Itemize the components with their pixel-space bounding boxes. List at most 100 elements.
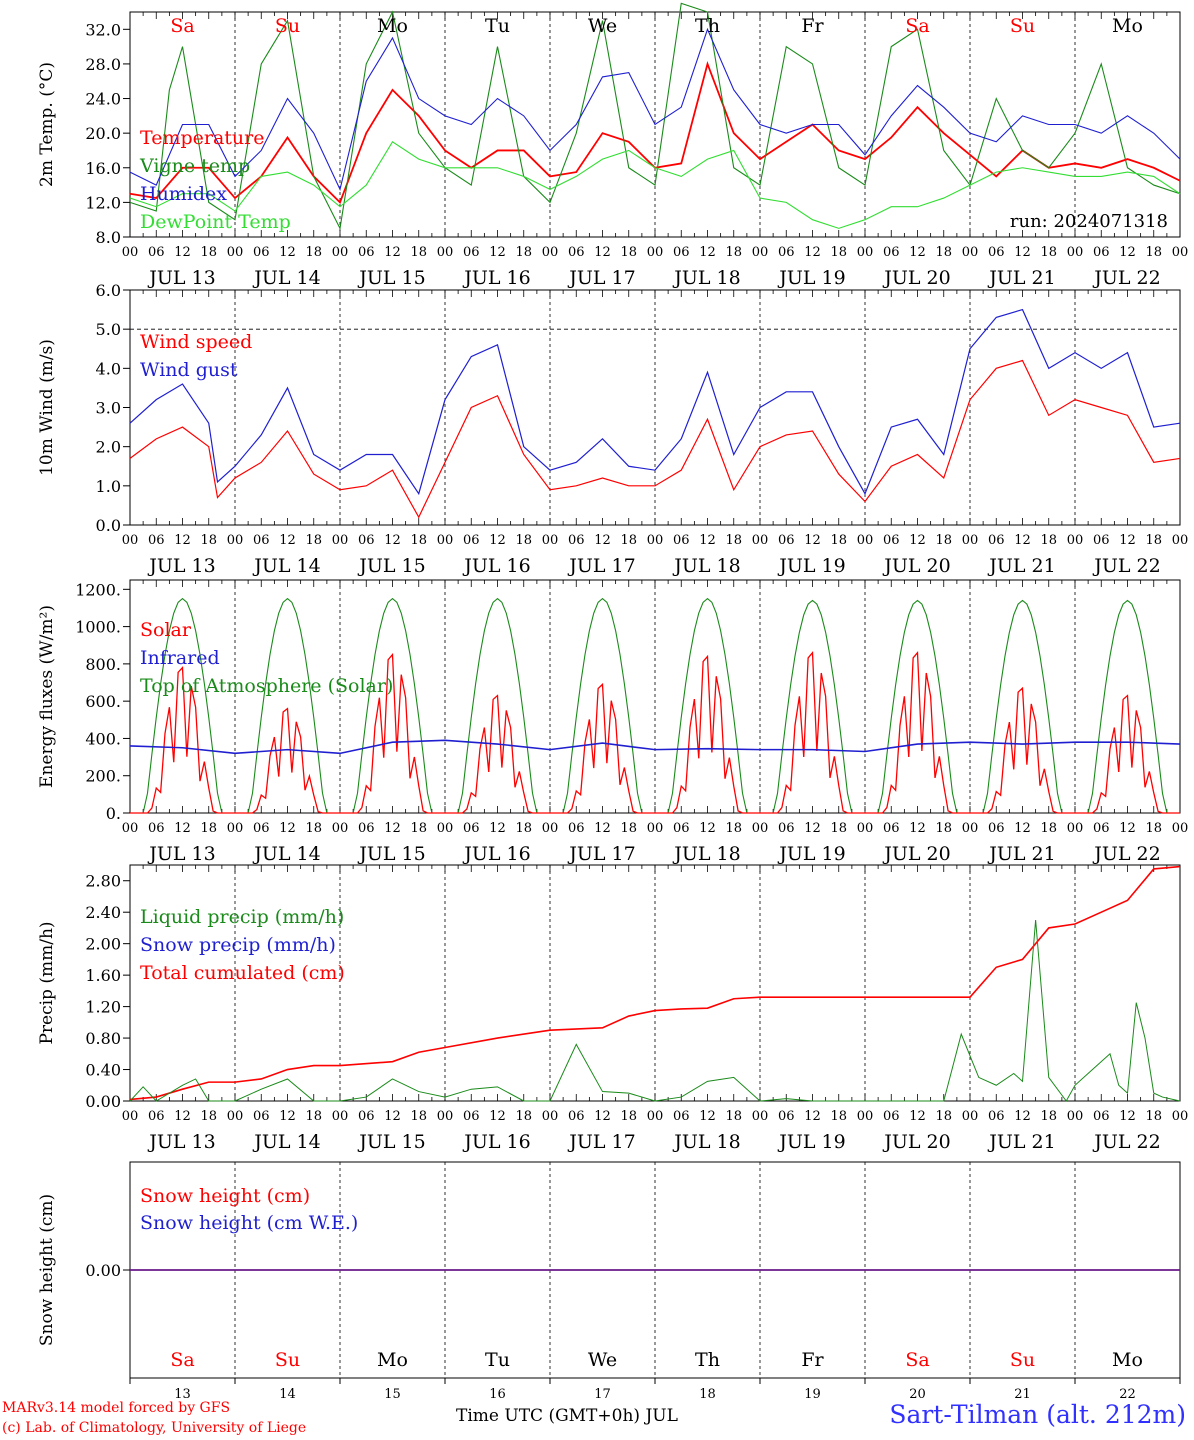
day-label: JUL 22 [1092, 267, 1160, 289]
hour-tick-label: 06 [778, 1109, 795, 1124]
y-axis-title-3: Energy fluxes (W/m²) [37, 605, 57, 788]
hour-tick-label: 18 [935, 533, 952, 548]
hour-tick-label: 00 [647, 821, 664, 836]
hour-tick-label: 18 [1145, 245, 1162, 260]
y-axis-title-1: 2m Temp. (°C) [37, 62, 57, 187]
y-tick-label: 2.40 [85, 903, 121, 922]
hour-tick-label: 00 [122, 821, 139, 836]
hour-tick-label: 06 [148, 245, 165, 260]
hour-tick-label: 12 [489, 821, 506, 836]
y-tick-label: 8.0 [96, 228, 121, 247]
hour-tick-label: 12 [594, 533, 611, 548]
hour-tick-label: 18 [830, 1109, 847, 1124]
hour-tick-label: 00 [1067, 1109, 1084, 1124]
hour-tick-label: 12 [174, 1109, 191, 1124]
day-number-label: 22 [1119, 1387, 1136, 1402]
hour-tick-label: 18 [725, 821, 742, 836]
hour-tick-label: 06 [568, 1109, 585, 1124]
weekday-label: We [588, 15, 617, 37]
y-tick-label: 0.0 [96, 516, 121, 535]
hour-tick-label: 00 [962, 1109, 979, 1124]
weekday-label: Tu [485, 15, 510, 37]
hour-tick-label: 12 [279, 533, 296, 548]
hour-tick-label: 00 [857, 821, 874, 836]
day-label: JUL 16 [462, 555, 530, 577]
y-tick-label: 5.0 [96, 320, 121, 339]
hour-tick-label: 06 [568, 821, 585, 836]
series-wind-gust [129, 308, 1181, 496]
weekday-label: Sa [905, 1349, 929, 1371]
hour-tick-label: 06 [568, 245, 585, 260]
hour-tick-label: 00 [857, 533, 874, 548]
series-liquid [129, 920, 1181, 1102]
hour-tick-label: 06 [988, 533, 1005, 548]
hour-tick-label: 06 [253, 533, 270, 548]
legend-entry: Total cumulated (cm) [140, 962, 345, 984]
hour-tick-label: 18 [830, 245, 847, 260]
hour-tick-label: 00 [332, 245, 349, 260]
hour-tick-label: 06 [1093, 533, 1110, 548]
day-number-label: 20 [909, 1387, 926, 1402]
hour-tick-label: 18 [200, 1109, 217, 1124]
day-label: JUL 19 [777, 267, 845, 289]
weekday-label: Su [275, 1349, 300, 1371]
hour-tick-label: 18 [620, 821, 637, 836]
day-label: JUL 13 [147, 843, 215, 865]
hour-tick-label: 06 [673, 821, 690, 836]
y-tick-label: 0.40 [85, 1061, 121, 1080]
hour-tick-label: 12 [909, 821, 926, 836]
y-tick-label: 0.00 [85, 1092, 121, 1111]
weekday-label: Sa [905, 15, 929, 37]
hour-tick-label: 06 [778, 533, 795, 548]
day-number-label: 15 [384, 1387, 401, 1402]
hour-tick-label: 00 [122, 245, 139, 260]
hour-tick-label: 18 [725, 533, 742, 548]
hour-tick-label: 00 [227, 821, 244, 836]
hour-tick-label: 12 [384, 533, 401, 548]
hour-tick-label: 18 [620, 245, 637, 260]
hour-tick-label: 12 [174, 245, 191, 260]
hour-tick-label: 00 [122, 1109, 139, 1124]
legend-entry: Wind speed [140, 331, 252, 353]
hour-tick-label: 06 [673, 245, 690, 260]
series-humidex [129, 27, 1181, 192]
hour-tick-label: 00 [962, 821, 979, 836]
hour-tick-label: 06 [988, 245, 1005, 260]
weekday-label: Fr [801, 1349, 824, 1371]
hour-tick-label: 06 [463, 533, 480, 548]
hour-tick-label: 00 [332, 1109, 349, 1124]
hour-tick-label: 00 [647, 245, 664, 260]
legend-entry: Snow height (cm W.E.) [140, 1212, 358, 1234]
hour-tick-label: 18 [515, 533, 532, 548]
hour-tick-label: 12 [384, 821, 401, 836]
hour-tick-label: 06 [463, 821, 480, 836]
day-label: JUL 14 [252, 1131, 320, 1153]
hour-tick-label: 06 [253, 1109, 270, 1124]
hour-tick-label: 06 [253, 821, 270, 836]
hour-tick-label: 06 [568, 533, 585, 548]
hour-tick-label: 00 [752, 821, 769, 836]
legend-entry: Liquid precip (mm/h) [140, 906, 344, 928]
weekday-label: Sa [170, 1349, 194, 1371]
y-tick-label: 0.00 [85, 1261, 121, 1280]
weekday-label: Th [695, 1349, 720, 1371]
weekday-label: We [588, 1349, 617, 1371]
hour-tick-label: 18 [410, 821, 427, 836]
y-tick-label: 6.0 [96, 281, 121, 300]
day-label: JUL 20 [882, 1131, 950, 1153]
day-label: JUL 21 [987, 555, 1055, 577]
day-number-label: 14 [279, 1387, 296, 1402]
lab-credit: (c) Lab. of Climatology, University of L… [2, 1420, 307, 1436]
hour-tick-label: 06 [358, 533, 375, 548]
hour-tick-label: 12 [594, 245, 611, 260]
hour-tick-label: 12 [1014, 245, 1031, 260]
weekday-label: Su [275, 15, 300, 37]
y-axis-title-2: 10m Wind (m/s) [37, 339, 57, 476]
y-axis-title-5: Snow height (cm) [37, 1194, 57, 1346]
station-name: Sart-Tilman (alt. 212m) [889, 1400, 1186, 1429]
hour-tick-label: 06 [1093, 245, 1110, 260]
hour-tick-label: 06 [778, 821, 795, 836]
day-label: JUL 15 [357, 1131, 425, 1153]
hour-tick-label: 00 [1172, 245, 1189, 260]
